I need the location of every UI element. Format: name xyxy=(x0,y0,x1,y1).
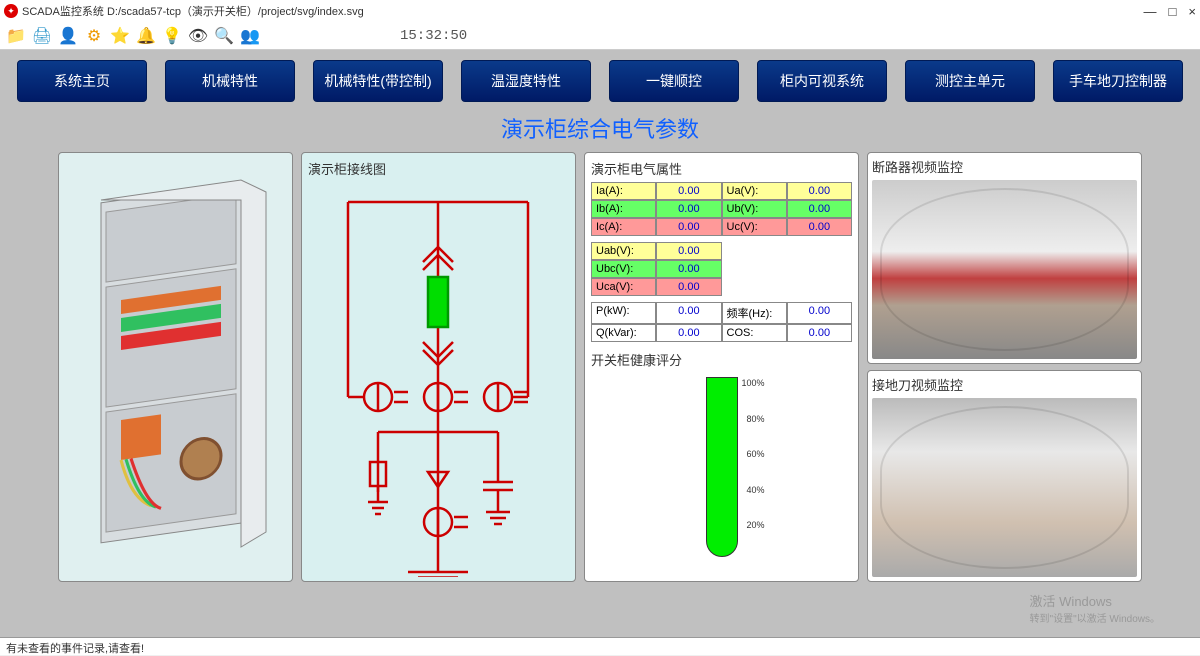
bulb-icon[interactable]: 💡 xyxy=(162,26,182,46)
camera-2: 接地刀视频监控 xyxy=(867,370,1142,582)
nav-mechanical[interactable]: 机械特性 xyxy=(165,60,295,102)
param-row: Uca(V):0.00 xyxy=(591,278,722,296)
param-key: COS: xyxy=(722,324,787,342)
gear-icon[interactable]: ⚙ xyxy=(84,26,104,46)
nav-visual[interactable]: 柜内可视系统 xyxy=(757,60,887,102)
param-key: Ua(V): xyxy=(722,182,787,200)
window-titlebar: ✦ SCADA监控系统 D:/scada57-tcp（演示开关柜）/projec… xyxy=(0,0,1200,22)
param-key: Ub(V): xyxy=(722,200,787,218)
param-key: 频率(Hz): xyxy=(722,302,787,324)
user-icon[interactable]: 👤 xyxy=(58,26,78,46)
nav-bar: 系统主页 机械特性 机械特性(带控制) 温湿度特性 一键顺控 柜内可视系统 测控… xyxy=(10,60,1190,102)
param-key: Uc(V): xyxy=(722,218,787,236)
param-row: Uab(V):0.00 xyxy=(591,242,722,260)
param-key: Uab(V): xyxy=(591,242,656,260)
param-value: 0.00 xyxy=(656,302,721,324)
print-icon[interactable]: 🖨 xyxy=(32,26,52,46)
panels: 演示柜接线图 xyxy=(10,152,1190,582)
param-key: Ubc(V): xyxy=(591,260,656,278)
open-icon[interactable]: 📁 xyxy=(6,26,26,46)
workspace: 系统主页 机械特性 机械特性(带控制) 温湿度特性 一键顺控 柜内可视系统 测控… xyxy=(0,50,1200,655)
param-value: 0.00 xyxy=(787,182,852,200)
cam2-title: 接地刀视频监控 xyxy=(872,375,1137,394)
param-key: Ia(A): xyxy=(591,182,656,200)
param-value: 0.00 xyxy=(787,302,852,324)
param-row: P(kW):0.00频率(Hz):0.00 xyxy=(591,302,852,324)
users-icon[interactable]: 👥 xyxy=(240,26,260,46)
electrical-params-panel: 演示柜电气属性 Ia(A):0.00Ua(V):0.00Ib(A):0.00Ub… xyxy=(584,152,859,582)
param-value: 0.00 xyxy=(656,218,721,236)
nav-controller[interactable]: 手车地刀控制器 xyxy=(1053,60,1183,102)
close-button[interactable]: × xyxy=(1188,4,1196,19)
param-row: Ia(A):0.00Ua(V):0.00 xyxy=(591,182,852,200)
param-key: Uca(V): xyxy=(591,278,656,296)
param-value: 0.00 xyxy=(656,260,721,278)
app-icon: ✦ xyxy=(4,4,18,18)
cabinet-3d-panel xyxy=(58,152,293,582)
param-row: Ubc(V):0.00 xyxy=(591,260,722,278)
health-title: 开关柜健康评分 xyxy=(591,350,852,369)
param-row: Q(kVar):0.00COS:0.00 xyxy=(591,324,852,342)
param-key: Ib(A): xyxy=(591,200,656,218)
page-title: 演示柜综合电气参数 xyxy=(10,112,1190,144)
windows-watermark: 激活 Windows 转到"设置"以激活 Windows。 xyxy=(1030,591,1160,625)
nav-sequence[interactable]: 一键顺控 xyxy=(609,60,739,102)
param-row: Ib(A):0.00Ub(V):0.00 xyxy=(591,200,852,218)
param-value: 0.00 xyxy=(787,324,852,342)
param-value: 0.00 xyxy=(656,200,721,218)
param-value: 0.00 xyxy=(787,218,852,236)
minimize-button[interactable]: — xyxy=(1144,4,1157,19)
param-row: Ic(A):0.00Uc(V):0.00 xyxy=(591,218,852,236)
camera-panel: 断路器视频监控 接地刀视频监控 xyxy=(867,152,1142,582)
nav-humidity[interactable]: 温湿度特性 xyxy=(461,60,591,102)
param-value: 0.00 xyxy=(656,278,721,296)
param-value: 0.00 xyxy=(656,324,721,342)
param-table: Ia(A):0.00Ua(V):0.00Ib(A):0.00Ub(V):0.00… xyxy=(591,182,852,342)
nav-measure[interactable]: 测控主单元 xyxy=(905,60,1035,102)
param-key: Q(kVar): xyxy=(591,324,656,342)
window-title: SCADA监控系统 D:/scada57-tcp（演示开关柜）/project/… xyxy=(22,3,364,19)
star-icon[interactable]: ⭐ xyxy=(110,26,130,46)
nav-home[interactable]: 系统主页 xyxy=(17,60,147,102)
wiring-diagram-panel: 演示柜接线图 xyxy=(301,152,576,582)
time-display: 15:32:50 xyxy=(400,28,467,44)
param-key: P(kW): xyxy=(591,302,656,324)
camera-feed-icon xyxy=(872,180,1137,359)
search-icon[interactable]: 🔍 xyxy=(214,26,234,46)
wiring-title: 演示柜接线图 xyxy=(308,159,569,178)
toolbar: 📁 🖨 👤 ⚙ ⭐ 🔔 💡 👁 🔍 👥 15:32:50 xyxy=(0,22,1200,50)
param-key: Ic(A): xyxy=(591,218,656,236)
wiring-diagram-icon xyxy=(308,182,568,577)
param-value: 0.00 xyxy=(787,200,852,218)
bell-icon[interactable]: 🔔 xyxy=(136,26,156,46)
maximize-button[interactable]: □ xyxy=(1169,4,1177,19)
status-bar: 有未查看的事件记录,请查看! xyxy=(0,637,1200,655)
nav-mechanical-ctrl[interactable]: 机械特性(带控制) xyxy=(313,60,443,102)
params-title: 演示柜电气属性 xyxy=(591,159,852,178)
camera-feed-icon xyxy=(872,398,1137,577)
cabinet-3d-icon xyxy=(71,167,281,567)
health-gauge: 100% 80% 60% 40% 20% xyxy=(591,377,852,557)
camera-1: 断路器视频监控 xyxy=(867,152,1142,364)
param-value: 0.00 xyxy=(656,242,721,260)
cam1-title: 断路器视频监控 xyxy=(872,157,1137,176)
param-value: 0.00 xyxy=(656,182,721,200)
eye-icon[interactable]: 👁 xyxy=(188,26,208,46)
